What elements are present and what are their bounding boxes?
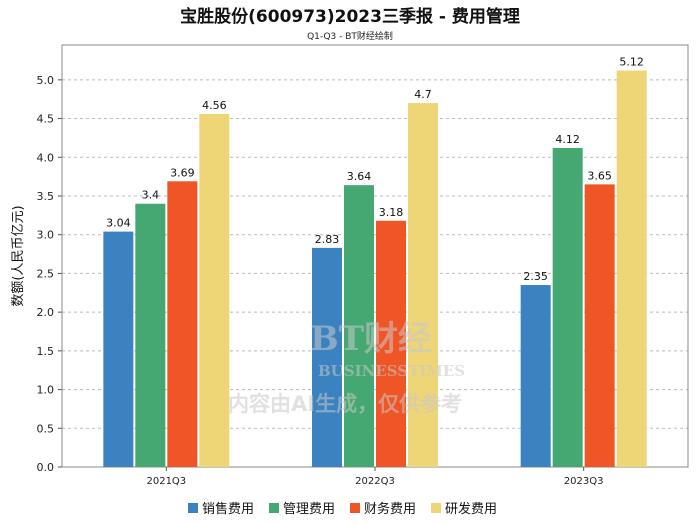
- bar: [312, 247, 342, 467]
- watermark-brand-en: BUSINESSTIMES: [318, 362, 466, 380]
- chart-subtitle: Q1-Q3 - BT财经绘制: [307, 30, 393, 42]
- data-label: 2.83: [315, 233, 340, 246]
- data-label: 3.69: [170, 166, 195, 179]
- y-tick-label: 3.0: [37, 229, 55, 242]
- y-tick-label: 2.0: [37, 306, 55, 319]
- data-label: 5.12: [619, 56, 644, 69]
- data-label: 4.7: [414, 88, 432, 101]
- bar: [199, 113, 230, 468]
- data-label: 3.18: [379, 206, 404, 219]
- watermark-brand: BT财经: [310, 319, 433, 359]
- data-label: 2.35: [523, 270, 548, 283]
- y-tick-label: 3.5: [37, 190, 55, 203]
- bar: [520, 285, 551, 467]
- bar: [408, 103, 438, 467]
- y-tick-label: 4.0: [37, 151, 55, 164]
- y-tick-label: 1.5: [37, 345, 55, 358]
- data-label: 3.04: [106, 217, 131, 230]
- bar: [584, 184, 615, 467]
- data-label: 4.56: [202, 99, 227, 112]
- legend-label: 管理费用: [283, 502, 335, 517]
- legend-label: 研发费用: [445, 501, 497, 517]
- bar: [103, 231, 134, 467]
- bar: [552, 147, 583, 467]
- bar: [376, 220, 406, 467]
- legend-swatch: [269, 503, 279, 513]
- legend-label: 销售费用: [202, 501, 254, 517]
- x-tick-label: 2022Q3: [355, 476, 395, 487]
- y-tick-label: 0.5: [37, 422, 55, 435]
- y-tick-label: 5.0: [37, 74, 55, 87]
- y-tick-label: 4.5: [37, 113, 55, 126]
- x-tick-label: 2021Q3: [146, 476, 186, 487]
- chart-title: 宝胜股份(600973)2023三季报 - 费用管理: [180, 6, 520, 27]
- watermark-notice: 内容由AI生成，仅供参考: [228, 392, 463, 416]
- bar: [344, 185, 374, 467]
- y-tick-label: 0.0: [37, 461, 55, 474]
- bar: [616, 70, 647, 467]
- bar: [167, 181, 198, 467]
- y-axis-label: 数额(人民币亿元): [11, 205, 26, 306]
- y-tick-label: 1.0: [37, 384, 55, 397]
- data-label: 3.64: [347, 170, 372, 183]
- legend-swatch: [431, 503, 441, 513]
- legend-swatch: [350, 503, 360, 513]
- data-label: 3.65: [587, 169, 612, 182]
- data-label: 3.4: [142, 189, 160, 202]
- x-tick-label: 2023Q3: [564, 476, 604, 487]
- legend-swatch: [188, 503, 198, 513]
- legend-label: 财务费用: [364, 501, 416, 517]
- bar: [135, 203, 166, 467]
- data-label: 4.12: [555, 133, 580, 146]
- y-tick-label: 2.5: [37, 267, 55, 280]
